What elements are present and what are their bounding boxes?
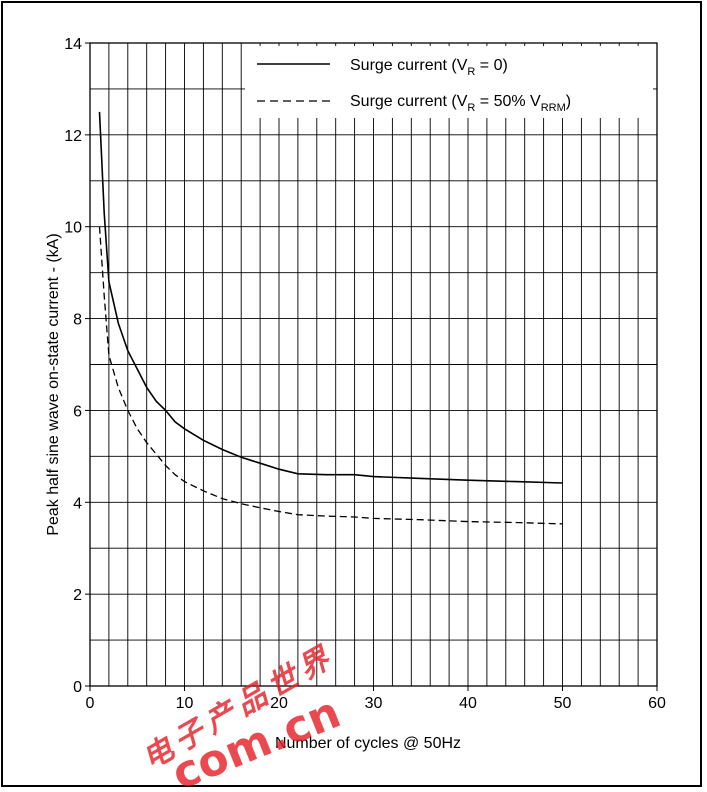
x-tick-label: 50: [554, 695, 572, 712]
y-tick-label: 6: [73, 403, 82, 420]
grid: [90, 43, 657, 686]
y-axis-label: Peak half sine wave on-state current - (…: [45, 233, 62, 535]
y-tick-label: 14: [64, 36, 82, 53]
x-tick-label: 30: [365, 695, 383, 712]
watermark: 电子产品世界 com.cn: [137, 639, 348, 792]
series-line-vr50: [98, 226, 563, 525]
legend-label-vr50: Surge current (VR = 50% VRRM): [350, 93, 571, 114]
series-layer: [98, 111, 563, 525]
y-tick-label: 12: [64, 128, 82, 145]
legend-label-vr0: Surge current (VR = 0): [350, 57, 508, 78]
y-tick-label: 0: [73, 679, 82, 696]
x-tick-label: 0: [86, 695, 95, 712]
x-tick-label: 20: [270, 695, 288, 712]
y-tick-label: 10: [64, 220, 82, 237]
legend: Surge current (VR = 0) Surge current (VR…: [245, 46, 653, 118]
y-tick-label: 8: [73, 312, 82, 329]
y-tick-label: 2: [73, 587, 82, 604]
y-axis: 0 2 4 6 8 10 12 14: [64, 36, 90, 696]
legend-background: [245, 46, 653, 118]
x-tick-label: 40: [459, 695, 477, 712]
x-tick-label: 10: [176, 695, 194, 712]
series-line-vr0: [98, 111, 563, 484]
x-tick-label: 60: [648, 695, 666, 712]
x-axis-label: Number of cycles @ 50Hz: [275, 735, 461, 752]
y-tick-label: 4: [73, 495, 82, 512]
x-axis: 0 10 20 30 40 50 60: [86, 686, 666, 712]
